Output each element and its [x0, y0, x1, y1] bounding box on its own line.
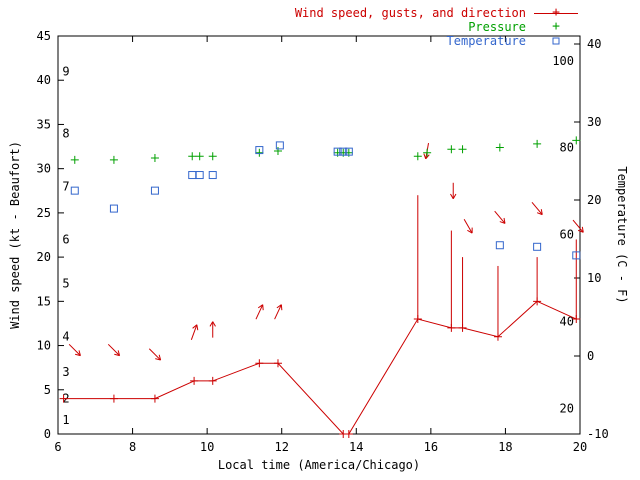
- beaufort-label: 5: [62, 277, 69, 291]
- left-tick-label: 30: [37, 162, 51, 176]
- beaufort-label: 7: [62, 179, 69, 193]
- left-tick-label: 25: [37, 206, 51, 220]
- left-tick-label: 45: [37, 29, 51, 43]
- line-sample-icon: [534, 13, 578, 14]
- left-tick-label: 15: [37, 294, 51, 308]
- right-tick-label: 20: [587, 193, 601, 207]
- legend-item-temperature: Temperature: [295, 34, 578, 48]
- right-tick-label: 40: [587, 37, 601, 51]
- legend-item-wind: Wind speed, gusts, and direction +: [295, 6, 578, 20]
- open-square-marker-icon: [552, 37, 560, 45]
- beaufort-label: 1: [62, 413, 69, 427]
- bottom-tick-label: 10: [200, 440, 214, 454]
- bottom-tick-label: 20: [573, 440, 587, 454]
- bottom-tick-label: 14: [349, 440, 363, 454]
- left-tick-label: 35: [37, 117, 51, 131]
- fahrenheit-label: 80: [560, 141, 574, 155]
- axis-ticks: [57, 35, 581, 435]
- legend: Wind speed, gusts, and direction + Press…: [295, 6, 578, 48]
- legend-label-temperature: Temperature: [446, 34, 526, 48]
- open-square-marker-sample: [534, 35, 578, 47]
- series-wind_gusts: [417, 195, 577, 337]
- x-axis-title: Local time (America/Chicago): [217, 458, 421, 472]
- left-tick-label: 40: [37, 73, 51, 87]
- bottom-tick-label: 8: [129, 440, 136, 454]
- beaufort-label: 9: [62, 64, 69, 78]
- left-tick-label: 20: [37, 250, 51, 264]
- fahrenheit-scale-labels: 20 40 60 80 100: [552, 54, 574, 415]
- beaufort-label: 4: [62, 330, 69, 344]
- plot-border: [57, 35, 581, 435]
- series-temperature: [70, 141, 581, 260]
- right-tick-label: 0: [587, 349, 594, 363]
- fahrenheit-label: 100: [552, 54, 574, 68]
- fahrenheit-label: 40: [560, 315, 574, 329]
- legend-label-pressure: Pressure: [468, 20, 526, 34]
- beaufort-label: 6: [62, 232, 69, 246]
- left-tick-label: 10: [37, 339, 51, 353]
- plus-marker-sample: +: [534, 18, 578, 34]
- fahrenheit-label: 20: [560, 401, 574, 415]
- left-axis-title: Wind speed (kt - Beaufort): [8, 141, 22, 329]
- bottom-tick-label: 12: [274, 440, 288, 454]
- left-tick-label: 0: [44, 427, 51, 441]
- left-tick-label: 5: [44, 383, 51, 397]
- legend-item-pressure: Pressure +: [295, 20, 578, 34]
- series-wind_speed: [59, 297, 581, 438]
- fahrenheit-label: 60: [560, 227, 574, 241]
- right-axis-title: Temperature (C - F): [615, 166, 629, 304]
- right-tick-label: 10: [587, 271, 601, 285]
- series-wind_direction: [68, 143, 584, 361]
- legend-label-wind: Wind speed, gusts, and direction: [294, 6, 526, 20]
- right-tick-label: 30: [587, 115, 601, 129]
- beaufort-label: 8: [62, 126, 69, 140]
- bottom-tick-label: 6: [54, 440, 61, 454]
- beaufort-label: 3: [62, 365, 69, 379]
- bottom-tick-label: 18: [498, 440, 512, 454]
- plus-marker-icon: +: [552, 18, 560, 34]
- bottom-tick-label: 16: [424, 440, 438, 454]
- series-pressure: [70, 136, 581, 164]
- plus-marker-icon: +: [552, 4, 560, 20]
- line-plus-marker-icon: +: [534, 4, 578, 20]
- right-tick-label: -10: [587, 427, 609, 441]
